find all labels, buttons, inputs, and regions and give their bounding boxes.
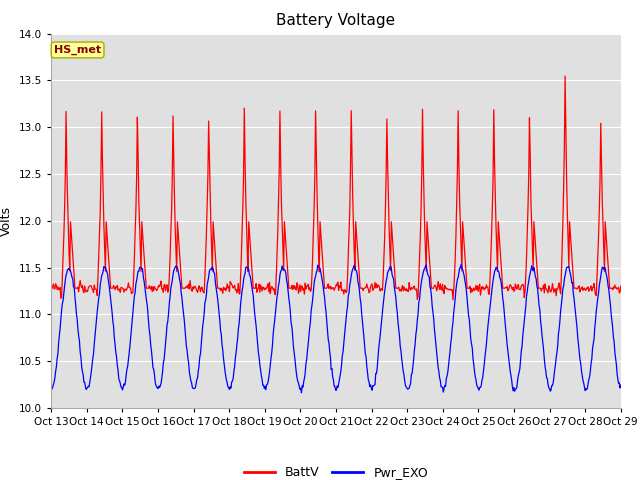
BattV — [219, 290, 227, 296]
BattV — [449, 297, 457, 303]
Pwr_EXO — [219, 347, 227, 353]
Pwr_EXO — [47, 386, 55, 392]
BattV — [617, 283, 625, 289]
Pwr_EXO — [617, 382, 625, 388]
Title: Battery Voltage: Battery Voltage — [276, 13, 396, 28]
BattV — [247, 252, 255, 258]
BattV — [47, 284, 55, 289]
Pwr_EXO — [458, 262, 465, 267]
BattV — [561, 73, 569, 79]
Pwr_EXO — [247, 278, 255, 284]
Pwr_EXO — [114, 367, 122, 373]
BattV — [269, 285, 276, 290]
Legend: BattV, Pwr_EXO: BattV, Pwr_EXO — [239, 461, 433, 480]
Text: HS_met: HS_met — [54, 45, 101, 55]
Pwr_EXO — [269, 341, 276, 347]
BattV — [395, 284, 403, 290]
Pwr_EXO — [298, 390, 305, 396]
Pwr_EXO — [396, 333, 403, 339]
Line: BattV: BattV — [51, 76, 621, 300]
Pwr_EXO — [428, 293, 435, 299]
Line: Pwr_EXO: Pwr_EXO — [51, 264, 621, 393]
BattV — [114, 288, 122, 293]
BattV — [427, 275, 435, 281]
Y-axis label: Volts: Volts — [1, 206, 13, 236]
